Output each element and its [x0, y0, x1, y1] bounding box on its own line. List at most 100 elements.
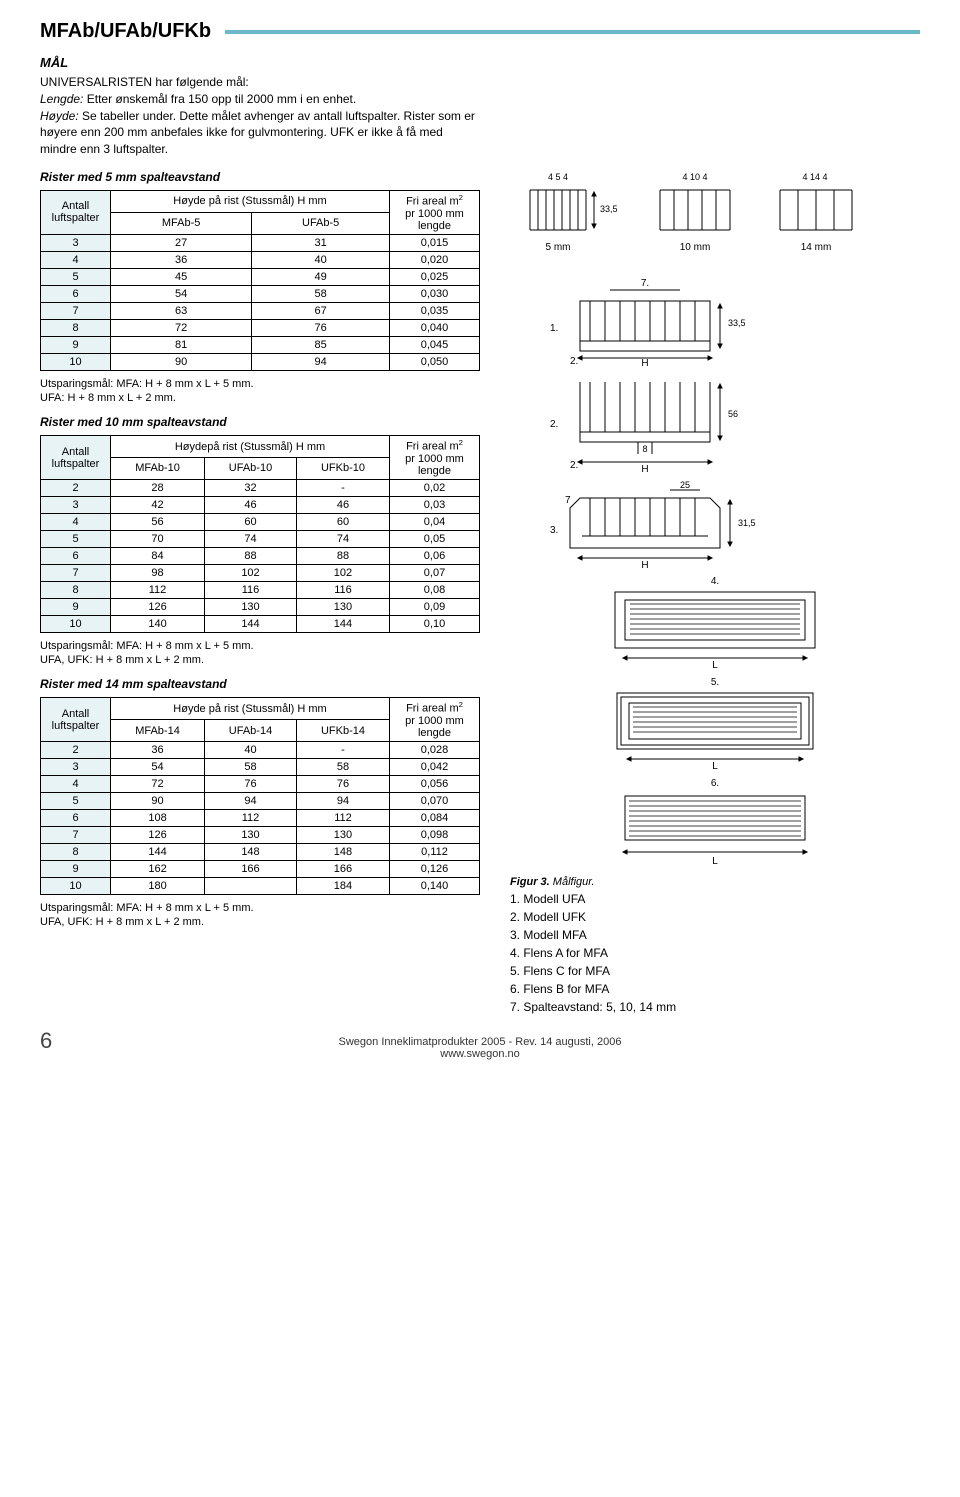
table-cell: 56 — [111, 513, 205, 530]
table-cell: 2 — [41, 479, 111, 496]
svg-text:31,5: 31,5 — [738, 518, 756, 528]
table10-title: Rister med 10 mm spalteavstand — [40, 415, 480, 429]
table-cell: 0,09 — [390, 598, 480, 615]
table-cell: 46 — [296, 496, 389, 513]
t5-col-1: UFAb-5 — [252, 212, 390, 234]
table-cell: 10 — [41, 615, 111, 632]
table-cell: 144 — [296, 615, 389, 632]
table-cell: 98 — [111, 564, 205, 581]
table-cell: 67 — [252, 302, 390, 319]
t5-col-0: MFAb-5 — [111, 212, 252, 234]
fig-flange-a: 4. L — [510, 574, 920, 669]
table-cell: 180 — [111, 878, 205, 895]
table-cell: 9 — [41, 861, 111, 878]
table-cell: 126 — [111, 827, 205, 844]
table-row: 35458580,042 — [41, 759, 480, 776]
table-cell: 8 — [41, 319, 111, 336]
table-cell: 0,140 — [390, 878, 480, 895]
footer-line2: www.swegon.no — [40, 1048, 920, 1060]
table-cell: 74 — [296, 530, 389, 547]
table-cell: 54 — [111, 759, 205, 776]
table-cell: 130 — [296, 598, 389, 615]
table-cell: 31 — [252, 234, 390, 251]
fig-item-5: 5. Flens C for MFA — [510, 962, 920, 980]
table-cell: 7 — [41, 302, 111, 319]
table-row: 7981021020,07 — [41, 564, 480, 581]
svg-text:7: 7 — [565, 495, 571, 506]
t14-col-2: UFKb-14 — [296, 720, 389, 742]
table-cell: 7 — [41, 827, 111, 844]
table-cell: 0,04 — [390, 513, 480, 530]
table-cell: 8 — [41, 581, 111, 598]
table-row: 34246460,03 — [41, 496, 480, 513]
header-title: MFAb/UFAb/UFKb — [40, 20, 211, 43]
intro-line1: UNIVERSALRISTEN har følgende mål: — [40, 75, 249, 89]
table-cell: 6 — [41, 285, 111, 302]
table-cell: - — [296, 742, 389, 759]
table-cell: 88 — [205, 547, 297, 564]
table-cell: 81 — [111, 336, 252, 353]
figure-caption-block: Figur 3. Målfigur. 1. Modell UFA 2. Mode… — [510, 876, 920, 1016]
table-row: 45660600,04 — [41, 513, 480, 530]
table-cell: 8 — [41, 844, 111, 861]
table-cell: 58 — [296, 759, 389, 776]
intro-lengde-text: Etter ønskemål fra 150 opp til 2000 mm i… — [87, 92, 356, 106]
t10-col-1: UFAb-10 — [205, 458, 297, 480]
svg-text:6.: 6. — [711, 778, 719, 789]
table-cell: 76 — [205, 776, 297, 793]
table-cell: 0,07 — [390, 564, 480, 581]
table-cell: 108 — [111, 810, 205, 827]
table-cell: 148 — [205, 844, 297, 861]
table-cell: 184 — [296, 878, 389, 895]
table-cell: 0,025 — [390, 268, 480, 285]
fig-legend-list: 1. Modell UFA 2. Modell UFK 3. Modell MF… — [510, 890, 920, 1016]
fig-flange-b: 6. L — [510, 776, 920, 866]
table14-title: Rister med 14 mm spalteavstand — [40, 677, 480, 691]
svg-text:5 mm: 5 mm — [546, 242, 571, 253]
t14-note: Utsparingsmål: MFA: H + 8 mm x L + 5 mm.… — [40, 901, 480, 930]
svg-text:8: 8 — [642, 444, 647, 454]
t14-head-a: Antall luftspalter — [41, 698, 111, 742]
table-cell: 0,035 — [390, 302, 480, 319]
t10-head-b: Høydepå rist (Stussmål) H mm — [111, 436, 390, 458]
intro-hoyde-text: Se tabeller under. Dette målet avhenger … — [40, 109, 475, 157]
t5-head-a: Antall luftspalter — [41, 190, 111, 234]
table-cell: 36 — [111, 742, 205, 759]
table-cell: 102 — [205, 564, 297, 581]
table-row: 23640-0,028 — [41, 742, 480, 759]
table-cell: 70 — [111, 530, 205, 547]
t5-note: Utsparingsmål: MFA: H + 8 mm x L + 5 mm.… — [40, 377, 480, 406]
table-cell: 58 — [252, 285, 390, 302]
fig-model-ufk: 2. 56 8 2. H — [510, 372, 920, 472]
table-cell: 94 — [252, 353, 390, 370]
section-title-maal: MÅL — [40, 55, 920, 70]
table-cell: 0,028 — [390, 742, 480, 759]
table-row: 654580,030 — [41, 285, 480, 302]
svg-text:33,5: 33,5 — [728, 318, 746, 328]
table-cell: 84 — [111, 547, 205, 564]
table-row: 57074740,05 — [41, 530, 480, 547]
table-cell: 140 — [111, 615, 205, 632]
table5-title: Rister med 5 mm spalteavstand — [40, 170, 480, 184]
table-row: 91621661660,126 — [41, 861, 480, 878]
table-cell: 28 — [111, 479, 205, 496]
t5-head-c: Fri areal m2pr 1000 mmlengde — [390, 190, 480, 234]
table-cell: 4 — [41, 513, 111, 530]
table-5mm: Antall luftspalter Høyde på rist (Stussm… — [40, 190, 480, 371]
table-cell: 36 — [111, 251, 252, 268]
table-row: 22832-0,02 — [41, 479, 480, 496]
table-cell: 0,08 — [390, 581, 480, 598]
table-cell: 116 — [296, 581, 389, 598]
t10-col-2: UFKb-10 — [296, 458, 389, 480]
table-cell: 5 — [41, 793, 111, 810]
table-cell: - — [296, 479, 389, 496]
table-cell: 60 — [205, 513, 297, 530]
svg-text:L: L — [712, 856, 718, 866]
svg-text:7.: 7. — [641, 278, 649, 289]
svg-text:25: 25 — [680, 480, 690, 490]
table-cell: 162 — [111, 861, 205, 878]
table-cell: 0,050 — [390, 353, 480, 370]
t14-head-b: Høyde på rist (Stussmål) H mm — [111, 698, 390, 720]
fig-caption-text: Målfigur. — [553, 876, 595, 888]
table-cell: 2 — [41, 742, 111, 759]
